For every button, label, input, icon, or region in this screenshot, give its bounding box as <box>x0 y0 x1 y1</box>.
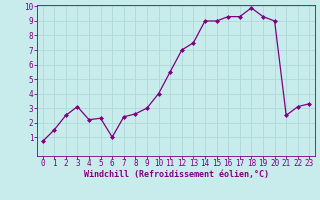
X-axis label: Windchill (Refroidissement éolien,°C): Windchill (Refroidissement éolien,°C) <box>84 170 268 179</box>
